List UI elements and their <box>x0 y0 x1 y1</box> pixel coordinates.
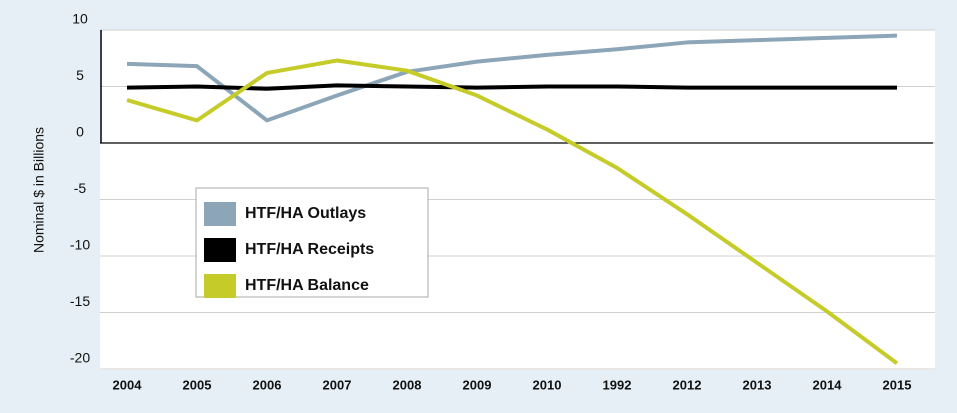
legend-label: HTF/HA Outlays <box>245 205 366 222</box>
x-tick-label: 2012 <box>673 377 702 392</box>
legend-swatch <box>204 274 236 298</box>
y-tick-label: 10 <box>72 11 88 27</box>
x-tick-label: 1992 <box>603 377 632 392</box>
y-tick-label: 5 <box>76 67 84 83</box>
legend-label: HTF/HA Receipts <box>245 241 374 258</box>
series-line <box>126 83 897 91</box>
x-tick-label: 2006 <box>253 377 282 392</box>
x-tick-label: 2014 <box>813 377 843 392</box>
legend-label: HTF/HA Balance <box>245 277 369 294</box>
y-tick-label: 0 <box>76 124 84 140</box>
x-tick-label: 2013 <box>743 377 772 392</box>
x-tick-label: 2007 <box>323 377 352 392</box>
x-tick-label: 2008 <box>393 377 422 392</box>
x-tick-label: 2005 <box>183 377 212 392</box>
legend: HTF/HA Outlays HTF/HA Receipts HTF/HA Bala… <box>195 187 429 298</box>
legend-swatch <box>204 238 236 262</box>
x-tick-label: 2010 <box>533 377 562 392</box>
y-tick-label: -20 <box>70 350 90 366</box>
series-line <box>126 58 899 365</box>
y-tick-label: -15 <box>70 293 90 309</box>
x-tick-label: 2009 <box>463 377 492 392</box>
series-line <box>126 33 898 123</box>
legend-swatch <box>204 202 236 226</box>
y-tick-label: -10 <box>70 237 90 253</box>
y-axis-label: Nominal $ in Billions <box>31 127 47 253</box>
x-tick-label: 2004 <box>113 377 143 392</box>
y-tick-label: -5 <box>74 180 87 196</box>
x-tick-label: 2015 <box>883 377 912 392</box>
